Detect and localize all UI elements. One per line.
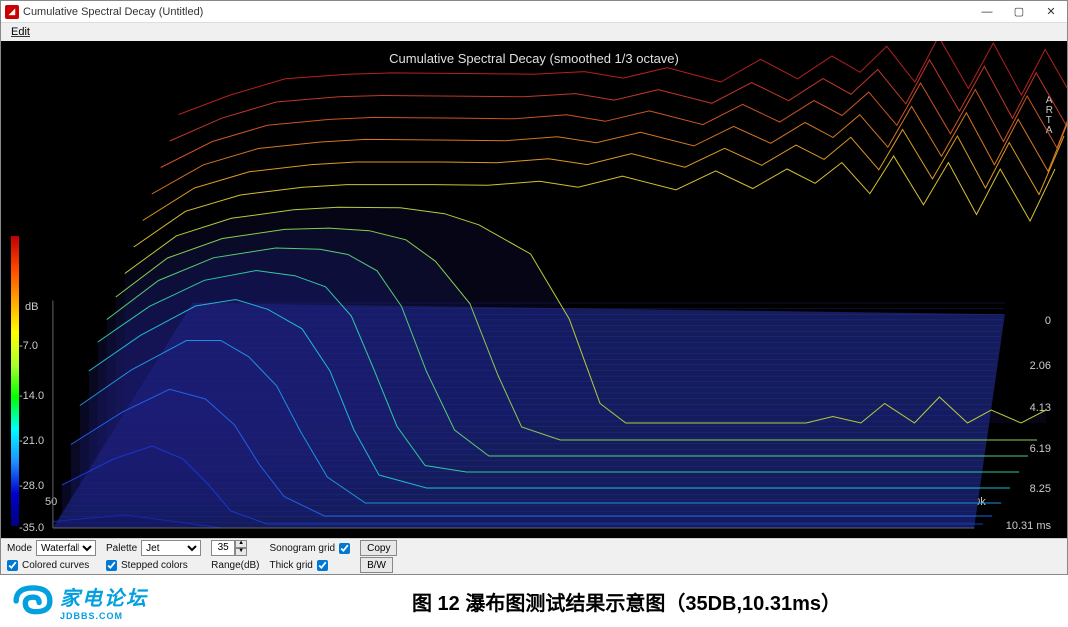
range-spinner[interactable]: 35 ▲▼ xyxy=(211,540,247,556)
menubar: Edit xyxy=(1,23,1067,41)
caption-row: 家电论坛 JDBBS.COM 图 12 瀑布图测试结果示意图（35DB,10.3… xyxy=(0,575,1068,627)
control-bar: Mode Waterfall Colored curves Palette Je… xyxy=(1,538,1067,574)
window-title: Cumulative Spectral Decay (Untitled) xyxy=(23,6,971,18)
spin-down-icon[interactable]: ▼ xyxy=(235,548,247,556)
range-label: Range(dB) xyxy=(211,560,259,571)
stepped-colors-label: Stepped colors xyxy=(121,560,188,571)
colored-curves-checkbox[interactable] xyxy=(7,560,18,571)
mode-label: Mode xyxy=(7,543,32,554)
waterfall-chart xyxy=(1,41,1067,538)
colored-curves-label: Colored curves xyxy=(22,560,89,571)
close-button[interactable]: ✕ xyxy=(1035,2,1067,22)
menu-edit[interactable]: Edit xyxy=(5,26,36,38)
sonogram-grid-label: Sonogram grid xyxy=(270,543,336,554)
app-window: ◢ Cumulative Spectral Decay (Untitled) —… xyxy=(0,0,1068,575)
thick-grid-label: Thick grid xyxy=(270,560,313,571)
palette-select[interactable]: Jet xyxy=(141,540,201,556)
plot-area: Cumulative Spectral Decay (smoothed 1/3 … xyxy=(1,41,1067,538)
app-icon: ◢ xyxy=(5,5,19,19)
range-value: 35 xyxy=(211,540,235,556)
maximize-button[interactable]: ▢ xyxy=(1003,2,1035,22)
spin-up-icon[interactable]: ▲ xyxy=(235,540,247,548)
site-logo: 家电论坛 JDBBS.COM xyxy=(10,579,165,623)
sonogram-grid-checkbox[interactable] xyxy=(339,543,350,554)
logo-swirl-icon xyxy=(10,583,56,619)
minimize-button[interactable]: — xyxy=(971,2,1003,22)
palette-label: Palette xyxy=(106,543,137,554)
stepped-colors-checkbox[interactable] xyxy=(106,560,117,571)
figure-caption: 图 12 瀑布图测试结果示意图（35DB,10.31ms） xyxy=(195,587,1058,616)
bw-button[interactable]: B/W xyxy=(360,557,393,573)
logo-url: JDBBS.COM xyxy=(60,611,148,621)
copy-button[interactable]: Copy xyxy=(360,540,397,556)
logo-chinese: 家电论坛 xyxy=(60,582,148,611)
mode-select[interactable]: Waterfall xyxy=(36,540,96,556)
titlebar: ◢ Cumulative Spectral Decay (Untitled) —… xyxy=(1,1,1067,23)
thick-grid-checkbox[interactable] xyxy=(317,560,328,571)
